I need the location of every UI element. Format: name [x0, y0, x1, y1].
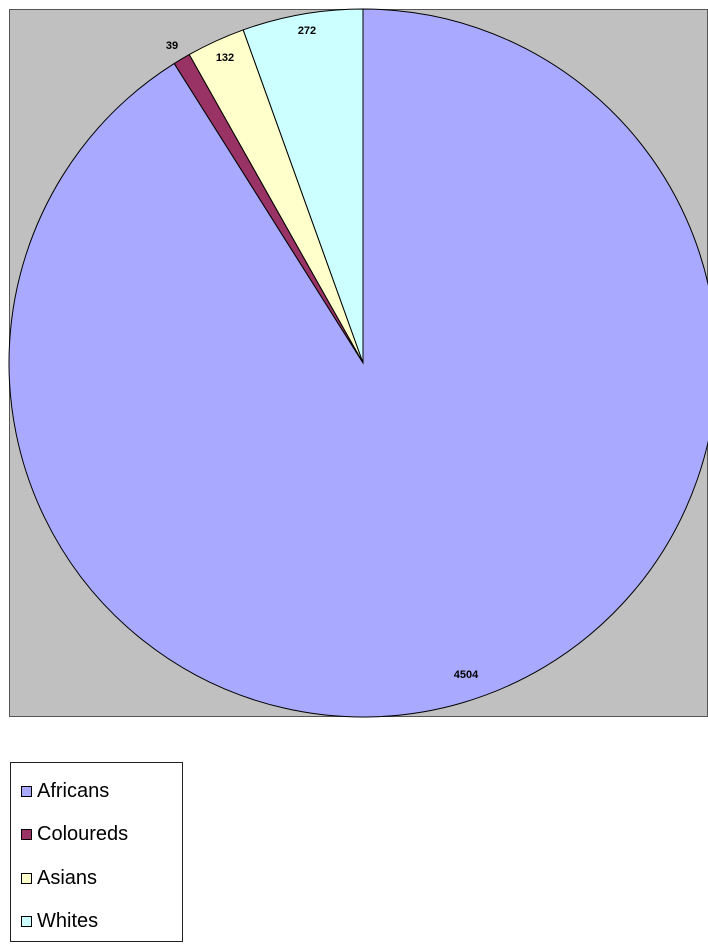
legend-swatch-africans: [21, 785, 32, 797]
legend-item-whites: Whites: [21, 906, 98, 936]
legend-item-coloureds: Coloureds: [21, 819, 128, 849]
legend-swatch-whites: [21, 915, 32, 927]
legend-label-coloureds: Coloureds: [37, 822, 129, 845]
legend-label-africans: Africans: [37, 779, 110, 802]
data-label-africans: 4504: [454, 669, 479, 681]
legend-swatch-asians: [21, 872, 32, 884]
legend-label-asians: Asians: [37, 866, 98, 889]
pie-slice-africans: [8, 8, 708, 718]
data-label-asians: 132: [216, 52, 234, 64]
legend-label-whites: Whites: [37, 909, 99, 932]
pie-chart: 4504 39 132 272: [8, 8, 708, 718]
data-label-coloureds: 39: [166, 40, 178, 52]
legend: Africans Coloureds Asians Whites: [10, 762, 183, 942]
legend-item-africans: Africans: [21, 776, 109, 806]
legend-item-asians: Asians: [21, 863, 97, 893]
legend-swatch-coloureds: [21, 828, 32, 840]
data-label-whites: 272: [298, 25, 316, 37]
